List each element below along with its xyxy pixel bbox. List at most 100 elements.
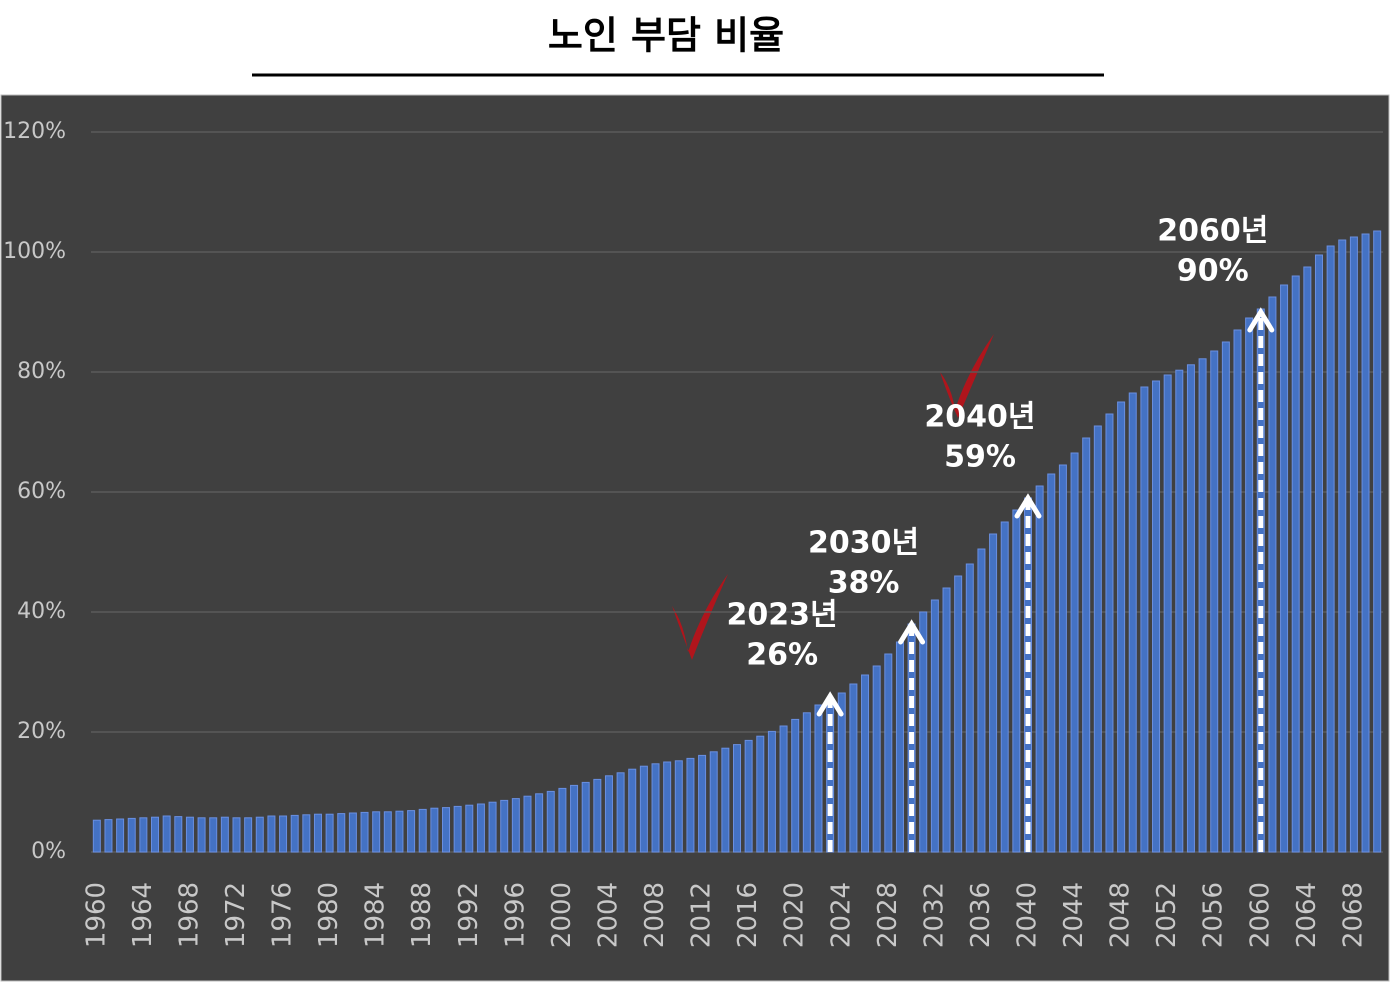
bar xyxy=(639,765,648,853)
bar xyxy=(523,795,532,853)
annotation-value: 90% xyxy=(1177,254,1249,289)
x-tick-label: 2052 xyxy=(1152,882,1182,948)
bar xyxy=(1105,413,1114,853)
bar xyxy=(1023,497,1032,853)
bar xyxy=(1349,236,1358,853)
bar xyxy=(279,815,288,853)
x-tick-label: 2032 xyxy=(919,882,949,948)
bar xyxy=(721,747,730,853)
annotation-value: 59% xyxy=(944,440,1016,475)
bar xyxy=(546,790,555,853)
bar xyxy=(1047,473,1056,853)
bar xyxy=(802,712,811,853)
bar xyxy=(767,730,776,853)
bar xyxy=(954,575,963,853)
x-tick-label: 1968 xyxy=(174,882,204,948)
bar xyxy=(465,804,474,853)
bar xyxy=(290,814,299,853)
bar xyxy=(1163,374,1172,853)
x-tick-label: 2000 xyxy=(547,882,577,948)
bar xyxy=(814,704,823,853)
bar xyxy=(209,817,218,853)
bar xyxy=(570,784,579,853)
bar xyxy=(1268,296,1277,853)
bar xyxy=(1186,364,1195,853)
x-tick-label: 2048 xyxy=(1106,882,1136,948)
bar xyxy=(930,599,939,853)
bar xyxy=(989,533,998,853)
x-tick-label: 1988 xyxy=(407,882,437,948)
bar xyxy=(1198,358,1207,853)
y-tick-label: 80% xyxy=(17,359,66,384)
bar xyxy=(837,692,846,853)
x-tick-label: 2064 xyxy=(1292,882,1322,948)
x-tick-label: 1976 xyxy=(268,882,298,948)
bar xyxy=(104,819,113,853)
bar xyxy=(686,757,695,853)
arrow-head xyxy=(1247,307,1275,333)
annotation-value: 38% xyxy=(828,566,900,601)
bar xyxy=(220,816,229,853)
x-tick-label: 1984 xyxy=(361,882,391,948)
bar xyxy=(1314,254,1323,853)
bar xyxy=(255,816,264,853)
x-tick-label: 1980 xyxy=(314,882,344,948)
x-tick-label: 2060 xyxy=(1245,882,1275,948)
annotation-text: 2060년 xyxy=(1157,214,1268,249)
x-tick-label: 2036 xyxy=(966,882,996,948)
annotation-text: 2023년 xyxy=(727,598,838,633)
check-mark xyxy=(672,574,728,660)
bar xyxy=(604,775,613,853)
annotation-text: 2030년 xyxy=(808,526,919,561)
bar xyxy=(1373,230,1382,853)
x-tick-label: 1964 xyxy=(128,882,158,948)
chart-title: 노인 부담 비율 xyxy=(548,14,784,58)
bar xyxy=(1233,329,1242,853)
bar xyxy=(232,817,241,853)
bar xyxy=(430,807,439,853)
bar xyxy=(1152,380,1161,853)
bar xyxy=(1140,386,1149,853)
bar xyxy=(744,739,753,853)
bar xyxy=(92,819,101,853)
x-tick-label: 2024 xyxy=(826,882,856,948)
bar xyxy=(1058,464,1067,853)
bar xyxy=(325,813,334,853)
bar xyxy=(593,778,602,853)
bar xyxy=(581,781,590,853)
x-tick-label: 1992 xyxy=(454,882,484,948)
bar xyxy=(442,807,451,853)
bar xyxy=(151,816,160,853)
bar xyxy=(1000,521,1009,853)
bar xyxy=(488,801,497,853)
x-tick-label: 1996 xyxy=(500,882,530,948)
bar xyxy=(895,641,904,853)
bar xyxy=(977,548,986,853)
x-tick-label: 2028 xyxy=(873,882,903,948)
bar xyxy=(1361,233,1370,853)
bar xyxy=(360,811,369,853)
bar xyxy=(1221,341,1230,853)
bar xyxy=(1291,275,1300,853)
bar xyxy=(1117,401,1126,853)
y-tick-label: 0% xyxy=(31,839,66,864)
bar xyxy=(500,799,509,853)
bar xyxy=(313,813,322,853)
x-tick-label: 2068 xyxy=(1338,882,1368,948)
bar xyxy=(651,763,660,853)
arrow-head xyxy=(898,619,926,645)
bar xyxy=(162,815,171,853)
bar xyxy=(244,817,253,853)
x-tick-label: 2012 xyxy=(687,882,717,948)
x-tick-label: 2008 xyxy=(640,882,670,948)
y-tick-label: 40% xyxy=(17,599,66,624)
annotation-text: 2040년 xyxy=(924,400,1035,435)
bar xyxy=(476,803,485,853)
bar xyxy=(453,805,462,853)
bar xyxy=(616,772,625,853)
y-tick-label: 20% xyxy=(17,719,66,744)
arrow-head xyxy=(816,691,844,717)
bar xyxy=(663,761,672,853)
bar xyxy=(1128,392,1137,853)
